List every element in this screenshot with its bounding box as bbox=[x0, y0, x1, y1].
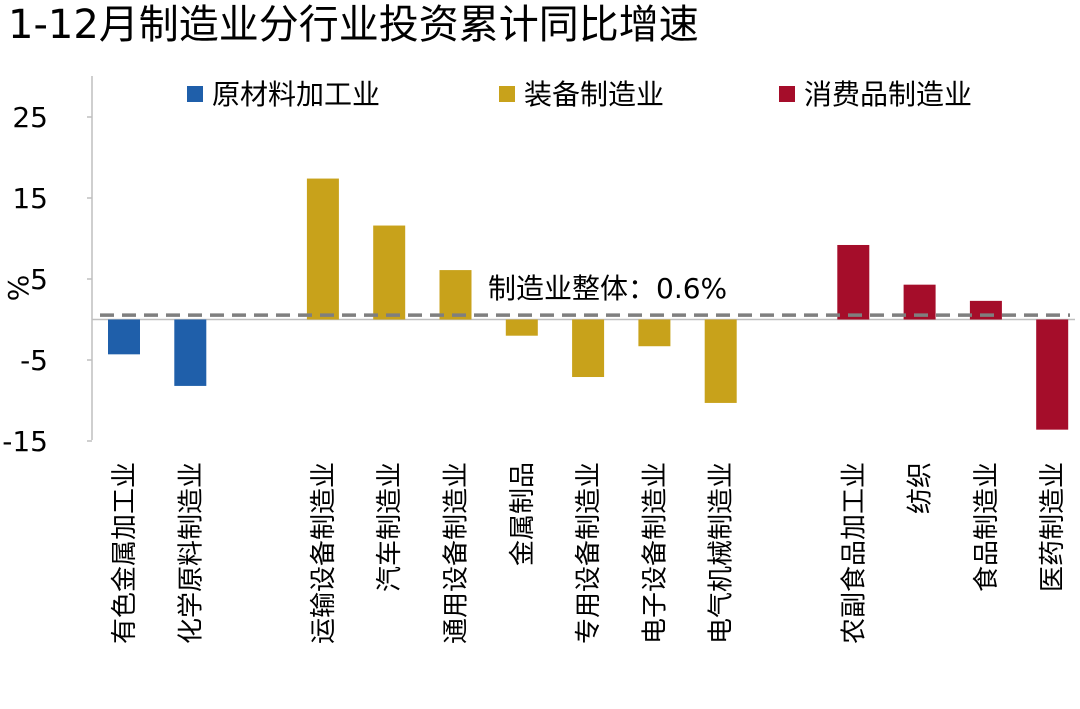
legend-label: 消费品制造业 bbox=[804, 78, 972, 111]
legend-label: 装备制造业 bbox=[524, 78, 664, 111]
category-label: 农副食品加工业 bbox=[839, 462, 869, 644]
reference-line-label: 制造业整体：0.6% bbox=[488, 272, 727, 305]
y-tick-label: 15 bbox=[12, 182, 48, 215]
bar bbox=[439, 270, 472, 320]
bar bbox=[306, 178, 339, 320]
legend-swatch bbox=[499, 86, 515, 102]
bar bbox=[373, 225, 406, 320]
legend-label: 原材料加工业 bbox=[212, 78, 380, 111]
y-axis-label: % bbox=[2, 275, 35, 302]
category-label: 通用设备制造业 bbox=[442, 462, 472, 644]
y-tick-label: -15 bbox=[2, 425, 48, 458]
category-label: 纺织 bbox=[906, 462, 936, 514]
bar bbox=[638, 319, 671, 347]
category-label: 汽车制造业 bbox=[375, 462, 405, 592]
bar bbox=[1036, 319, 1069, 430]
chart-title: 1-12月制造业分行业投资累计同比增速 bbox=[8, 2, 699, 48]
bar bbox=[174, 319, 207, 386]
y-tick-label: 25 bbox=[12, 101, 48, 134]
legend-swatch bbox=[779, 86, 795, 102]
category-label: 化学原料制造业 bbox=[176, 462, 206, 644]
category-label: 医药制造业 bbox=[1038, 462, 1068, 592]
y-tick-label: -5 bbox=[20, 344, 48, 377]
category-label: 食品制造业 bbox=[972, 462, 1002, 592]
bar bbox=[837, 244, 870, 320]
category-label: 运输设备制造业 bbox=[309, 462, 339, 644]
legend-swatch bbox=[187, 86, 203, 102]
category-label: 专用设备制造业 bbox=[574, 462, 604, 644]
bar bbox=[704, 319, 737, 403]
category-label: 电子设备制造业 bbox=[640, 462, 670, 644]
bar bbox=[108, 319, 140, 355]
bar bbox=[572, 319, 605, 378]
y-tick-label: 5 bbox=[30, 263, 48, 296]
bar bbox=[505, 319, 538, 336]
category-label: 金属制品 bbox=[508, 462, 538, 566]
category-label: 有色金属加工业 bbox=[110, 462, 140, 644]
category-label: 电气机械制造业 bbox=[707, 462, 737, 644]
